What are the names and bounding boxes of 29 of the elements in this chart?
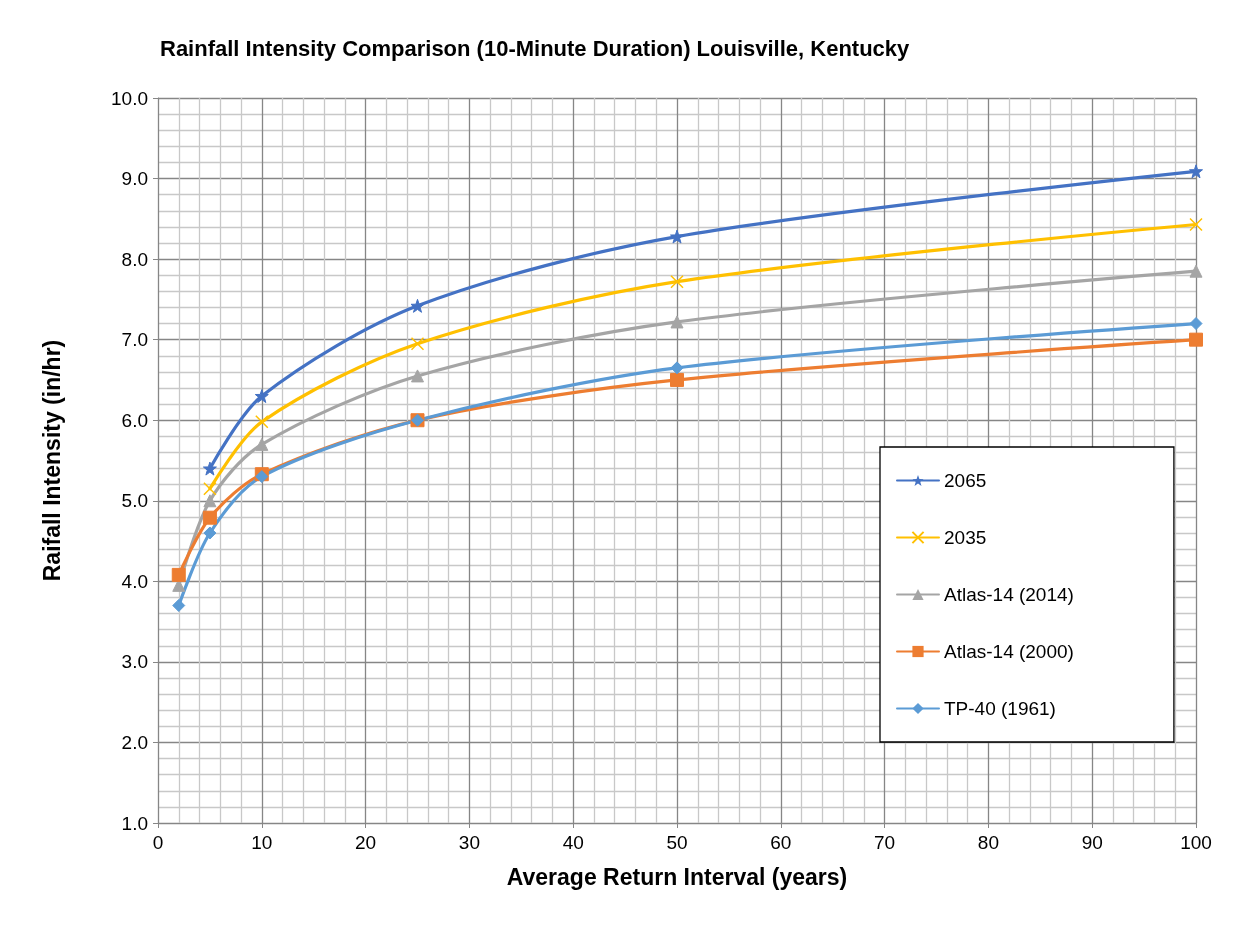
- x-tick-label: 100: [1180, 832, 1212, 853]
- x-tick-label: 40: [562, 832, 584, 853]
- y-tick-label: 4.0: [121, 570, 148, 592]
- y-tick-label: 6.0: [121, 409, 148, 431]
- y-tick-label: 2.0: [121, 731, 148, 753]
- x-tick-label: 20: [355, 832, 377, 853]
- y-axis-title: Raifall Intensity (in/hr): [38, 339, 65, 582]
- legend-label: Atlas-14 (2014): [944, 584, 1074, 605]
- x-tick-label: 30: [458, 832, 480, 853]
- legend-label: 2065: [944, 470, 987, 491]
- legend-label: TP-40 (1961): [944, 698, 1056, 719]
- x-tick-label: 90: [1081, 832, 1103, 853]
- x-tick-label: 50: [666, 832, 688, 853]
- chart-title: Rainfall Intensity Comparison (10-Minute Duration) Louisville, Kentucky: [160, 35, 911, 61]
- x-tick-label: 70: [874, 832, 896, 853]
- y-tick-label: 7.0: [121, 329, 148, 351]
- x-tick-label: 10: [251, 832, 273, 853]
- y-tick-label: 5.0: [121, 490, 148, 512]
- legend-label: 2035: [944, 527, 987, 548]
- legend-label: Atlas-14 (2000): [944, 641, 1074, 662]
- y-tick-label: 1.0: [121, 812, 148, 834]
- y-tick-label: 8.0: [121, 248, 148, 270]
- x-axis-title: Average Return Interval (years): [506, 863, 848, 890]
- x-tick-label: 60: [770, 832, 792, 853]
- x-tick-label: 0: [152, 832, 164, 853]
- y-tick-label: 10.0: [111, 87, 148, 109]
- y-tick-label: 3.0: [121, 651, 148, 673]
- x-tick-label: 80: [977, 832, 999, 853]
- y-tick-label: 9.0: [121, 168, 148, 190]
